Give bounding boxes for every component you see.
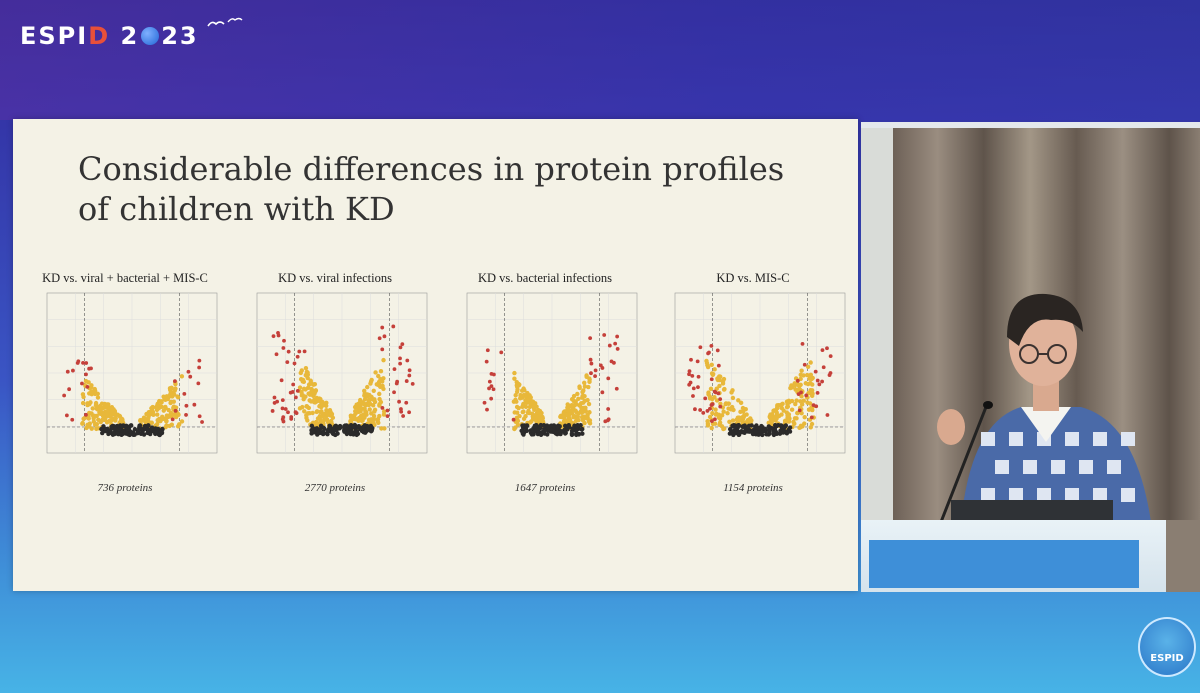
protein-count: 1154 proteins [723,482,783,494]
speaker-video [861,122,1200,592]
globe-dot [141,27,160,45]
volcano-plot-1 [46,292,218,454]
protein-count: 1647 proteins [514,482,576,494]
birds-icon [207,17,243,27]
volcano-plot-2 [256,292,428,454]
slide-title: Considerable differences in protein prof… [78,150,785,228]
volcano-panel-4: KD vs. MIS-C 1154 proteins [657,271,849,494]
header-band [0,0,1200,120]
point-cloud [482,333,620,438]
protein-count: 2770 proteins [304,482,366,494]
panel-title: KD vs. viral infections [278,271,392,285]
espid-bottom-logo: ESPID [1138,617,1196,677]
protein-count: 736 proteins [97,482,153,494]
panel-title: KD vs. MIS-C [716,271,790,285]
panel-title: KD vs. bacterial infections [478,271,612,285]
volcano-plot-3 [466,292,638,454]
volcano-panel-1: KD vs. viral + bacterial + MIS-C 736 pro… [29,271,221,494]
espid-logo: ESPI D 2 23 [20,22,199,50]
point-cloud [62,358,204,438]
point-cloud [687,341,833,438]
volcano-panel-2: KD vs. viral infections 2770 proteins [239,271,431,494]
panel-title: KD vs. viral + bacterial + MIS-C [42,271,208,285]
point-cloud [270,324,415,438]
volcano-panel-3: KD vs. bacterial infections 1647 protein… [449,271,641,494]
volcano-plot-4 [674,292,846,454]
presentation-slide: Considerable differences in protein prof… [13,119,858,591]
